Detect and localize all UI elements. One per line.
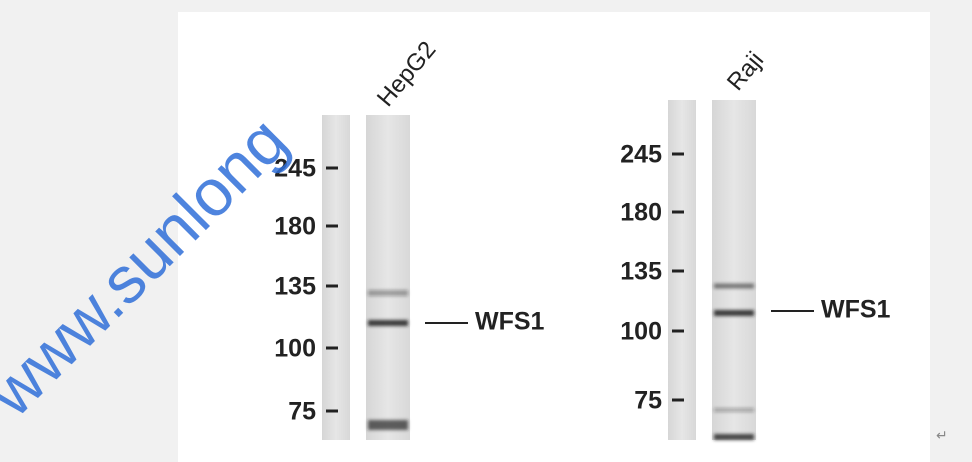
marker-label: 245	[620, 141, 662, 169]
gel-band	[714, 408, 754, 412]
marker-label: 100	[620, 318, 662, 346]
figure: 24518013510075HepG2WFS124518013510075Raj…	[0, 0, 972, 462]
gel-band	[368, 320, 408, 326]
band-label: WFS1	[475, 308, 545, 336]
marker-label: 135	[620, 258, 662, 286]
marker-label: 135	[274, 273, 316, 301]
marker-lane	[322, 115, 350, 440]
sample-lane	[366, 115, 410, 440]
marker-label: 100	[274, 335, 316, 363]
sample-lane	[712, 100, 756, 440]
gel-band	[714, 310, 754, 316]
gel-band	[714, 434, 754, 440]
return-mark: ↵	[936, 427, 948, 443]
gel-band	[714, 284, 754, 289]
marker-label: 75	[634, 387, 662, 415]
marker-label: 180	[274, 213, 316, 241]
gel-band	[368, 290, 408, 296]
marker-label: 75	[288, 398, 316, 426]
gel-band	[368, 420, 408, 430]
page: 24518013510075HepG2WFS124518013510075Raj…	[0, 0, 972, 462]
band-label: WFS1	[821, 296, 891, 324]
marker-label: 180	[620, 199, 662, 227]
